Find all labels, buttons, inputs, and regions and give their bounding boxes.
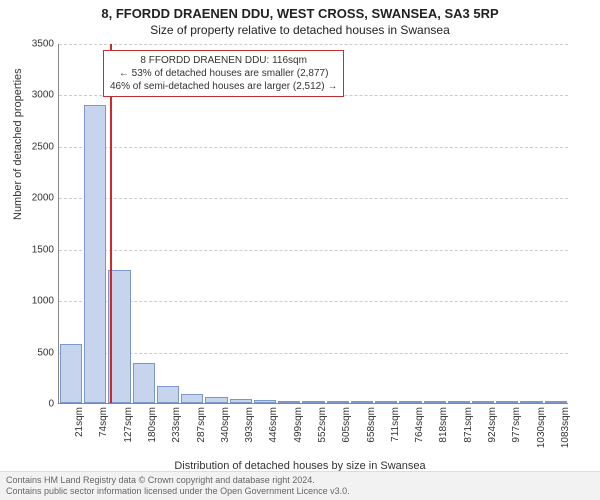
x-tick-label: 1083sqm <box>560 407 571 448</box>
y-axis-label: Number of detached properties <box>12 68 24 220</box>
histogram-bar <box>157 386 179 403</box>
property-marker-line <box>110 44 112 403</box>
chart-title-sub: Size of property relative to detached ho… <box>0 21 600 37</box>
x-tick-label: 287sqm <box>196 407 207 443</box>
histogram-bars <box>59 44 568 403</box>
x-tick-label: 74sqm <box>98 407 109 437</box>
x-tick-label: 21sqm <box>74 407 85 437</box>
x-tick-label: 180sqm <box>147 407 158 443</box>
histogram-bar <box>181 394 203 403</box>
chart-plot-area: 0500100015002000250030003500 8 FFORDD DR… <box>58 44 568 404</box>
chart-title-main: 8, FFORDD DRAENEN DDU, WEST CROSS, SWANS… <box>0 0 600 21</box>
annotation-line3: 46% of semi-detached houses are larger (… <box>110 80 337 93</box>
y-tick-label: 3500 <box>32 39 59 50</box>
x-tick-label: 711sqm <box>390 407 401 442</box>
footer-line2: Contains public sector information licen… <box>6 486 594 497</box>
x-tick-label: 393sqm <box>244 407 255 443</box>
y-tick-label: 0 <box>48 399 59 410</box>
histogram-bar <box>133 363 155 403</box>
y-tick-label: 1000 <box>32 296 59 307</box>
x-tick-label: 552sqm <box>317 407 328 443</box>
x-tick-label: 499sqm <box>293 407 304 443</box>
histogram-bar <box>108 270 130 403</box>
x-tick-label: 871sqm <box>463 407 474 443</box>
x-tick-label: 446sqm <box>268 407 279 443</box>
y-tick-label: 2000 <box>32 193 59 204</box>
y-tick-label: 2500 <box>32 141 59 152</box>
x-tick-label: 605sqm <box>341 407 352 443</box>
attribution-footer: Contains HM Land Registry data © Crown c… <box>0 471 600 500</box>
annotation-line1: 8 FFORDD DRAENEN DDU: 116sqm <box>110 54 337 67</box>
x-tick-label: 764sqm <box>414 407 425 443</box>
x-tick-label: 658sqm <box>366 407 377 443</box>
y-tick-label: 3000 <box>32 90 59 101</box>
x-axis-label: Distribution of detached houses by size … <box>0 460 600 472</box>
histogram-bar <box>60 344 82 403</box>
x-tick-label: 924sqm <box>487 407 498 443</box>
annotation-box: 8 FFORDD DRAENEN DDU: 116sqm ← 53% of de… <box>103 50 344 97</box>
footer-line1: Contains HM Land Registry data © Crown c… <box>6 475 594 486</box>
x-tick-label: 977sqm <box>511 407 522 443</box>
annotation-line2: ← 53% of detached houses are smaller (2,… <box>110 67 337 80</box>
y-tick-label: 500 <box>37 347 59 358</box>
x-tick-label: 340sqm <box>220 407 231 443</box>
x-tick-label: 818sqm <box>438 407 449 443</box>
x-tick-label: 127sqm <box>123 407 134 443</box>
histogram-bar <box>84 105 106 403</box>
x-tick-label: 1030sqm <box>536 407 547 448</box>
x-tick-label: 233sqm <box>171 407 182 443</box>
y-tick-label: 1500 <box>32 244 59 255</box>
